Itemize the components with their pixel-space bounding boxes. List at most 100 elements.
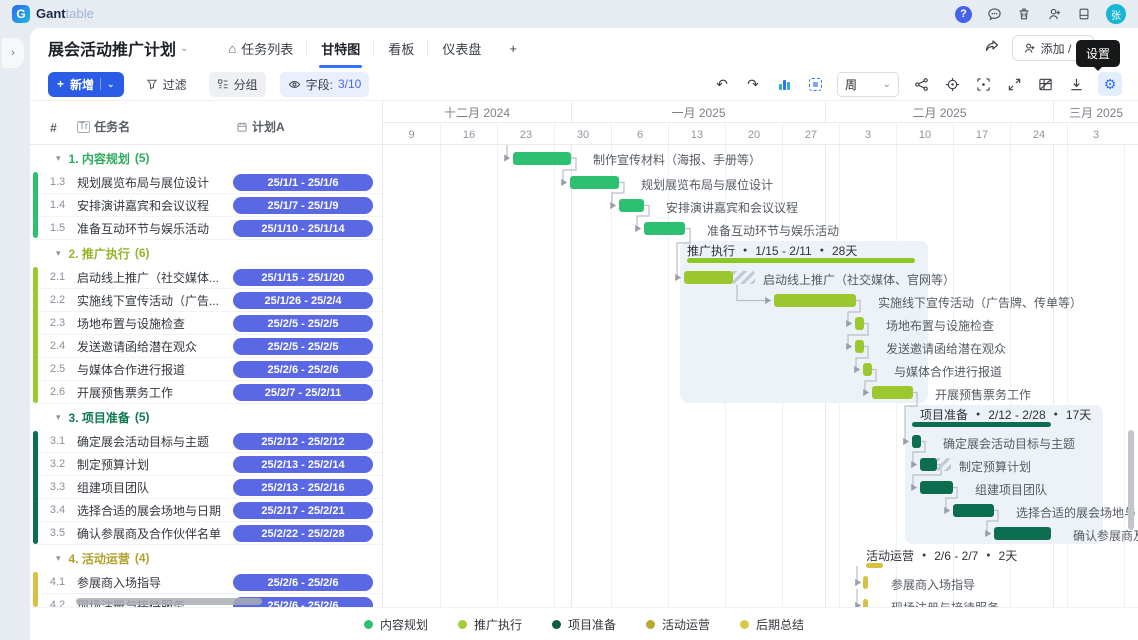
date-range-pill[interactable]: 25/1/15 - 25/1/20 — [233, 269, 373, 286]
group-row-1[interactable]: ▾ 1. 内容规划 (5) — [30, 145, 382, 171]
summary-bar[interactable] — [687, 258, 915, 263]
table-row[interactable]: 3.4 选择合适的展会场地与日期 25/2/17 - 25/2/21 — [30, 499, 382, 522]
date-range-pill[interactable]: 25/2/5 - 25/2/5 — [233, 315, 373, 332]
vertical-scrollbar[interactable] — [1128, 430, 1134, 530]
page-title[interactable]: 展会活动推广计划 — [48, 42, 177, 59]
expand-sidebar-button[interactable]: › — [2, 38, 24, 68]
horizontal-scrollbar[interactable] — [76, 598, 262, 605]
tab-add-view[interactable]: + — [495, 28, 531, 68]
chevron-down-icon[interactable]: ▾ — [56, 247, 61, 258]
chevron-down-icon[interactable]: ▾ — [56, 552, 61, 563]
date-range-pill[interactable]: 25/2/6 - 25/2/6 — [233, 597, 373, 607]
table-row[interactable]: 1.4 安排演讲嘉宾和会议议程 25/1/7 - 25/1/9 — [30, 194, 382, 217]
gantt-bar[interactable] — [774, 294, 856, 307]
hide-table-icon[interactable] — [1036, 75, 1054, 93]
summary-bar[interactable] — [866, 563, 883, 568]
tab-gantt[interactable]: 甘特图 — [307, 28, 375, 68]
gantt-bar[interactable] — [994, 527, 1051, 540]
tab-kanban[interactable]: 看板 — [374, 28, 429, 68]
date-range-pill[interactable]: 25/1/1 - 25/1/6 — [233, 174, 373, 191]
date-range-pill[interactable]: 25/1/10 - 25/1/14 — [233, 220, 373, 237]
table-row[interactable]: 2.6 开展预售票务工作 25/2/7 - 25/2/11 — [30, 381, 382, 404]
gantt-bar[interactable] — [855, 340, 864, 353]
help-icon[interactable]: ? — [955, 5, 972, 23]
invite-user-icon[interactable] — [1046, 6, 1062, 22]
gantt-bar[interactable] — [920, 458, 937, 471]
table-row[interactable]: 3.1 确定展会活动目标与主题 25/2/12 - 25/2/12 — [30, 430, 382, 453]
date-range-pill[interactable]: 25/2/17 - 25/2/21 — [233, 502, 373, 519]
gantt-bar[interactable] — [570, 176, 619, 189]
group-row-2[interactable]: ▾ 2. 推广执行 (6) — [30, 240, 382, 266]
eye-icon — [288, 78, 301, 91]
chevron-down-icon[interactable]: ▾ — [56, 152, 61, 163]
settings-gear-icon[interactable]: ⚙ — [1098, 72, 1122, 96]
summary-bar[interactable] — [912, 422, 1051, 427]
column-plan[interactable]: 计划A — [228, 118, 382, 135]
gantt-bar[interactable] — [684, 271, 733, 284]
docs-icon[interactable] — [1076, 6, 1092, 22]
fields-button[interactable]: 字段: 3/10 — [279, 71, 370, 97]
gantt-bar[interactable] — [872, 386, 913, 399]
group-button[interactable]: 分组 — [208, 71, 266, 97]
table-row[interactable]: 3.5 确认参展商及合作伙伴名单 25/2/22 - 25/2/28 — [30, 522, 382, 545]
gantt-bar[interactable] — [855, 317, 864, 330]
date-range-pill[interactable]: 25/2/5 - 25/2/5 — [233, 338, 373, 355]
fullscreen-icon[interactable] — [1005, 75, 1023, 93]
gantt-bar[interactable] — [863, 363, 872, 376]
auto-schedule-icon[interactable] — [806, 75, 824, 93]
gantt-bar[interactable] — [953, 504, 994, 517]
date-range-pill[interactable]: 25/2/22 - 25/2/28 — [233, 525, 373, 542]
export-icon[interactable] — [1067, 75, 1085, 93]
feedback-icon[interactable] — [986, 6, 1002, 22]
date-range-pill[interactable]: 25/1/7 - 25/1/9 — [233, 197, 373, 214]
gantt-bar[interactable] — [863, 599, 868, 607]
chevron-down-icon[interactable]: ▾ — [56, 411, 61, 422]
gantt-bar[interactable] — [863, 576, 868, 589]
date-range-pill[interactable]: 25/2/7 - 25/2/11 — [233, 384, 373, 401]
week-label: 17 — [953, 123, 1010, 146]
chevron-down-icon[interactable]: ⌄ — [180, 42, 189, 54]
date-range-pill[interactable]: 25/2/12 - 25/2/12 — [233, 433, 373, 450]
column-num[interactable]: # — [50, 121, 57, 135]
date-range-pill[interactable]: 25/2/13 - 25/2/14 — [233, 456, 373, 473]
table-row[interactable]: 3.3 组建项目团队 25/2/13 - 25/2/16 — [30, 476, 382, 499]
app-logo-icon[interactable]: G — [12, 5, 30, 23]
table-row[interactable]: 1.3 规划展览布局与展位设计 25/1/1 - 25/1/6 — [30, 171, 382, 194]
gantt-bar[interactable] — [619, 199, 644, 212]
table-row[interactable]: 3.2 制定预算计划 25/2/13 - 25/2/14 — [30, 453, 382, 476]
focus-task-icon[interactable] — [974, 75, 992, 93]
date-range-pill[interactable]: 25/2/6 - 25/2/6 — [233, 574, 373, 591]
column-name[interactable]: Tr 任务名 — [77, 118, 228, 135]
undo-icon[interactable]: ↶ — [716, 75, 728, 92]
gantt-bar[interactable] — [644, 222, 685, 235]
table-row[interactable]: 2.5 与媒体合作进行报道 25/2/6 - 25/2/6 — [30, 358, 382, 381]
new-task-button[interactable]: + 新增 ⌄ — [48, 71, 124, 97]
redo-icon[interactable]: ↷ — [747, 75, 759, 92]
timeline-weeks: 9 16 23 30 6 13 20 27 3 10 17 24 3 — [383, 122, 1138, 146]
group-row-4[interactable]: ▾ 4. 活动运营 (4) — [30, 545, 382, 571]
week-label: 16 — [440, 123, 497, 146]
user-avatar[interactable]: 张 — [1106, 4, 1126, 24]
table-row[interactable]: 2.2 实施线下宣传活动（广告... 25/1/26 - 25/2/4 — [30, 289, 382, 312]
table-row[interactable]: 1.5 准备互动环节与娱乐活动 25/1/10 - 25/1/14 — [30, 217, 382, 240]
date-range-pill[interactable]: 25/2/6 - 25/2/6 — [233, 361, 373, 378]
date-range-pill[interactable]: 25/2/13 - 25/2/16 — [233, 479, 373, 496]
date-range-pill[interactable]: 25/1/26 - 25/2/4 — [233, 292, 373, 309]
gantt-bar[interactable] — [912, 435, 921, 448]
table-row[interactable]: 2.1 启动线上推广（社交媒体... 25/1/15 - 25/1/20 — [30, 266, 382, 289]
group-row-3[interactable]: ▾ 3. 项目准备 (5) — [30, 404, 382, 430]
table-row[interactable]: 2.3 场地布置与设施检查 25/2/5 - 25/2/5 — [30, 312, 382, 335]
gantt-bar[interactable] — [513, 151, 571, 165]
dependencies-icon[interactable] — [912, 75, 930, 93]
tab-task-list[interactable]: ⌂ 任务列表 — [214, 28, 308, 68]
time-scale-select[interactable]: 周 ⌄ — [837, 71, 899, 97]
tab-dashboard[interactable]: 仪表盘 — [428, 28, 495, 68]
gantt-bar[interactable] — [920, 481, 953, 494]
share-arrow-icon[interactable] — [984, 38, 1000, 59]
locate-today-icon[interactable] — [943, 75, 961, 93]
filter-button[interactable]: 过滤 — [138, 72, 195, 97]
table-row[interactable]: 2.4 发送邀请函给潜在观众 25/2/5 - 25/2/5 — [30, 335, 382, 358]
baseline-chart-icon[interactable] — [775, 75, 793, 93]
trash-icon[interactable] — [1016, 6, 1032, 22]
table-row[interactable]: 4.1 参展商入场指导 25/2/6 - 25/2/6 — [30, 571, 382, 594]
